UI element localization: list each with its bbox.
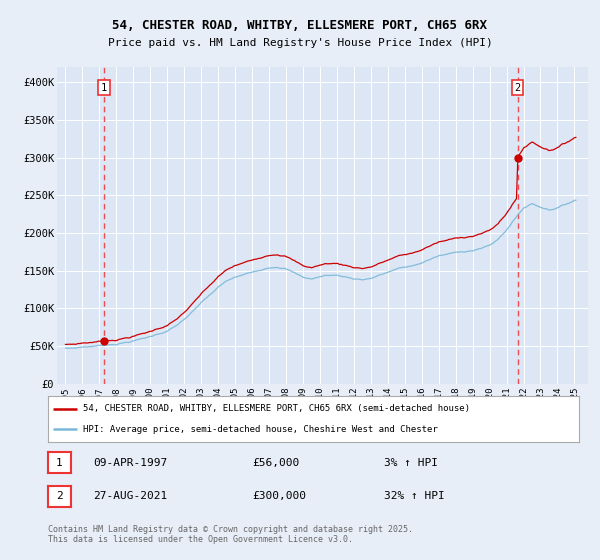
Text: 2: 2 [56,491,63,501]
Text: 2: 2 [514,83,521,93]
Text: 09-APR-1997: 09-APR-1997 [93,458,167,468]
Text: Price paid vs. HM Land Registry's House Price Index (HPI): Price paid vs. HM Land Registry's House … [107,38,493,48]
Text: 54, CHESTER ROAD, WHITBY, ELLESMERE PORT, CH65 6RX (semi-detached house): 54, CHESTER ROAD, WHITBY, ELLESMERE PORT… [83,404,470,413]
Text: 32% ↑ HPI: 32% ↑ HPI [384,491,445,501]
Text: 1: 1 [56,458,63,468]
Text: Contains HM Land Registry data © Crown copyright and database right 2025.
This d: Contains HM Land Registry data © Crown c… [48,525,413,544]
Text: 1: 1 [101,83,107,93]
Text: £56,000: £56,000 [252,458,299,468]
Text: 54, CHESTER ROAD, WHITBY, ELLESMERE PORT, CH65 6RX: 54, CHESTER ROAD, WHITBY, ELLESMERE PORT… [113,18,487,32]
Text: 3% ↑ HPI: 3% ↑ HPI [384,458,438,468]
Text: HPI: Average price, semi-detached house, Cheshire West and Chester: HPI: Average price, semi-detached house,… [83,425,437,434]
Text: £300,000: £300,000 [252,491,306,501]
Text: 27-AUG-2021: 27-AUG-2021 [93,491,167,501]
